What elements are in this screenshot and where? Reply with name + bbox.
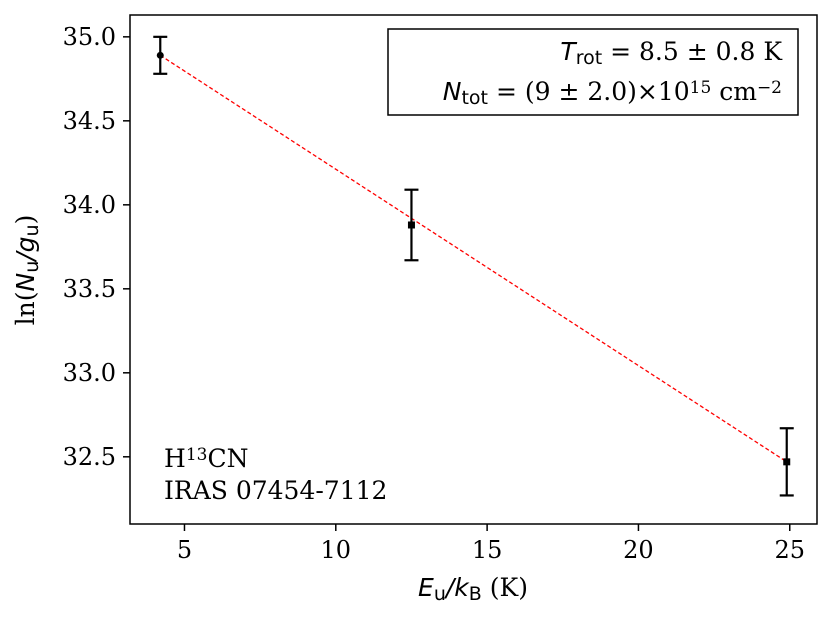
x-tick-label-1: 10 (321, 536, 352, 564)
data-point-0 (156, 51, 164, 59)
x-label-boltzmann-subscript: B (469, 583, 482, 605)
x-tick-label-4: 25 (774, 536, 805, 564)
y-label-n-symbol: N (11, 273, 40, 292)
legend-t-symbol: T (560, 37, 577, 66)
legend-line-column-density: Ntot = (9 ± 2.0)×1015 cm−2 (443, 77, 782, 109)
annotation-block: H13CN IRAS 07454-7112 (164, 444, 387, 505)
legend-n-exponent: 15 (690, 78, 712, 98)
legend-frame (387, 28, 799, 116)
data-markers-layer (156, 51, 791, 466)
legend-n-unit: cm (711, 77, 757, 106)
x-axis-ticks: 5 10 15 20 25 (177, 524, 805, 564)
annotation-source: IRAS 07454-7112 (164, 476, 387, 505)
y-tick-label-1: 33.0 (63, 359, 116, 387)
y-tick-label-2: 33.5 (63, 275, 116, 303)
y-axis-ticks: 32.5 33.0 33.5 34.0 34.5 35.0 (63, 23, 130, 471)
legend-t-subscript: rot (576, 47, 602, 69)
y-label-prefix: ln( (11, 292, 40, 326)
plot-frame (129, 14, 818, 525)
y-label-n-subscript: u (21, 261, 43, 273)
legend-line-temperature: Trot = 8.5 ± 0.8 K (560, 37, 783, 69)
y-label-g-subscript: u (21, 224, 43, 236)
x-tick-label-2: 15 (472, 536, 503, 564)
x-label-energy-symbol: E (418, 573, 434, 602)
y-tick-label-4: 34.5 (63, 107, 116, 135)
x-label-energy-subscript: u (434, 583, 446, 605)
y-tick-label-3: 34.0 (63, 191, 116, 219)
y-label-suffix: ) (11, 215, 40, 225)
data-point-2 (783, 458, 791, 466)
data-point-1 (407, 221, 415, 229)
legend-n-symbol: N (443, 77, 462, 106)
legend-n-value: = (9 ± 2.0)×10 (488, 77, 690, 106)
annotation-species-prefix: H (164, 444, 186, 473)
legend-t-value: = 8.5 ± 0.8 K (602, 37, 783, 66)
fit-line-layer (159, 54, 788, 463)
y-tick-label-5: 35.0 (63, 23, 116, 51)
y-label-g-symbol: /g (11, 236, 40, 262)
x-label-unit: (K) (482, 573, 528, 602)
y-axis-label: ln(Nu/gu) (11, 215, 43, 326)
annotation-species: H13CN (164, 444, 248, 473)
fit-line (159, 54, 788, 463)
annotation-species-suffix: CN (207, 444, 248, 473)
legend-n-subscript: tot (461, 87, 488, 109)
y-tick-label-0: 32.5 (63, 443, 116, 471)
legend-n-unit-exponent: −2 (757, 78, 782, 98)
x-tick-label-3: 20 (623, 536, 654, 564)
x-tick-label-0: 5 (177, 536, 192, 564)
x-label-boltzmann-symbol: /k (444, 573, 470, 602)
annotation-species-isotope: 13 (186, 445, 208, 465)
legend-box: Trot = 8.5 ± 0.8 K Ntot = (9 ± 2.0)×1015… (387, 28, 799, 116)
x-axis-label: Eu/kB (K) (418, 573, 528, 605)
